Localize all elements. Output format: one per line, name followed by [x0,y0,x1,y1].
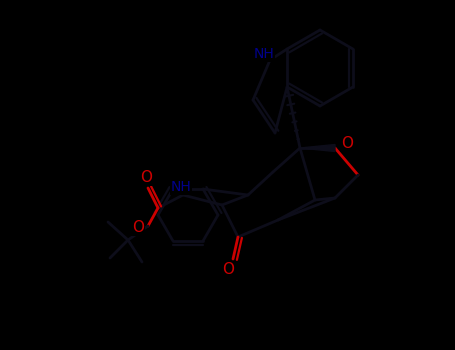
Text: O: O [132,220,144,236]
Text: O: O [341,136,353,152]
Text: O: O [140,170,152,186]
Text: O: O [222,261,234,276]
Text: NH: NH [253,47,274,61]
Polygon shape [300,145,335,152]
Text: NH: NH [171,180,192,194]
